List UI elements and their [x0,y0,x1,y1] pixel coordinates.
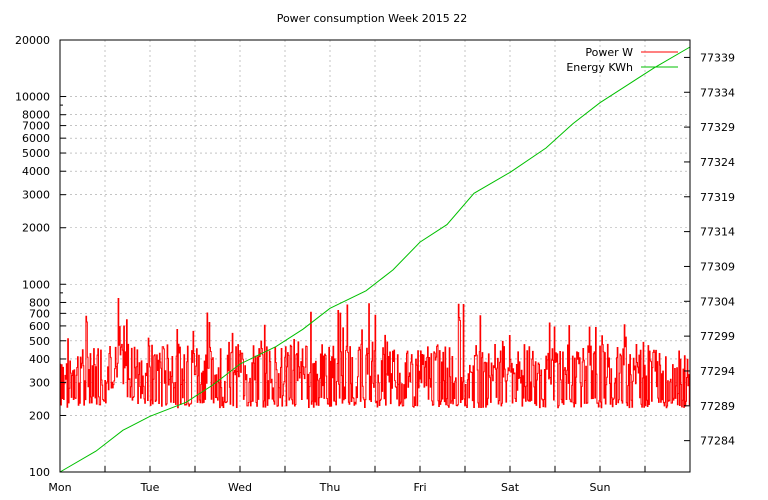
left-tick-label: 600 [29,320,50,333]
series-power-w [60,298,691,409]
x-tick-label: Thu [319,481,341,494]
right-tick-label: 77299 [700,330,735,343]
left-tick-label: 1000 [22,278,50,291]
left-tick-label: 5000 [22,147,50,160]
left-tick-label: 800 [29,296,50,309]
x-tick-label: Sun [590,481,611,494]
power-w-line [60,298,691,409]
legend-label: Power W [585,46,633,59]
right-tick-label: 77334 [700,86,735,99]
right-tick-label: 77304 [700,295,735,308]
right-tick-label: 77294 [700,365,735,378]
x-tick-label: Sat [501,481,520,494]
left-tick-label: 20000 [15,34,50,47]
right-tick-label: 77329 [700,121,735,134]
grid [60,40,690,472]
right-tick-label: 77324 [700,156,735,169]
x-tick-label: Fri [413,481,426,494]
right-tick-label: 77309 [700,260,735,273]
left-tick-label: 6000 [22,132,50,145]
left-tick-label: 400 [29,353,50,366]
legend: Power W Energy KWh [566,46,678,74]
x-tick-label: Wed [228,481,252,494]
left-tick-label: 200 [29,409,50,422]
left-tick-label: 500 [29,335,50,348]
left-tick-label: 100 [29,466,50,479]
series-energy-kwh [59,46,691,473]
energy-kwh-line [59,46,691,473]
left-tick-label: 300 [29,376,50,389]
right-tick-label: 77339 [700,51,735,64]
x-tick-label: Tue [140,481,160,494]
left-tick-label: 4000 [22,165,50,178]
legend-label: Energy KWh [566,61,633,74]
right-tick-label: 77314 [700,226,735,239]
chart-title: Power consumption Week 2015 22 [277,12,468,25]
left-tick-label: 7000 [22,120,50,133]
left-tick-label: 2000 [22,222,50,235]
right-y-axis: 77284 77289 77294 77299 77304 77309 77314 77319… [684,51,735,448]
left-tick-label: 3000 [22,189,50,202]
left-tick-label: 8000 [22,109,50,122]
right-tick-label: 77319 [700,191,735,204]
left-tick-label: 700 [29,307,50,320]
right-tick-label: 77289 [700,400,735,413]
right-tick-label: 77284 [700,435,735,448]
x-axis: Mon Tue Wed Thu Fri Sat Sun [48,466,691,494]
x-tick-label: Mon [48,481,71,494]
left-tick-label: 10000 [15,91,50,104]
